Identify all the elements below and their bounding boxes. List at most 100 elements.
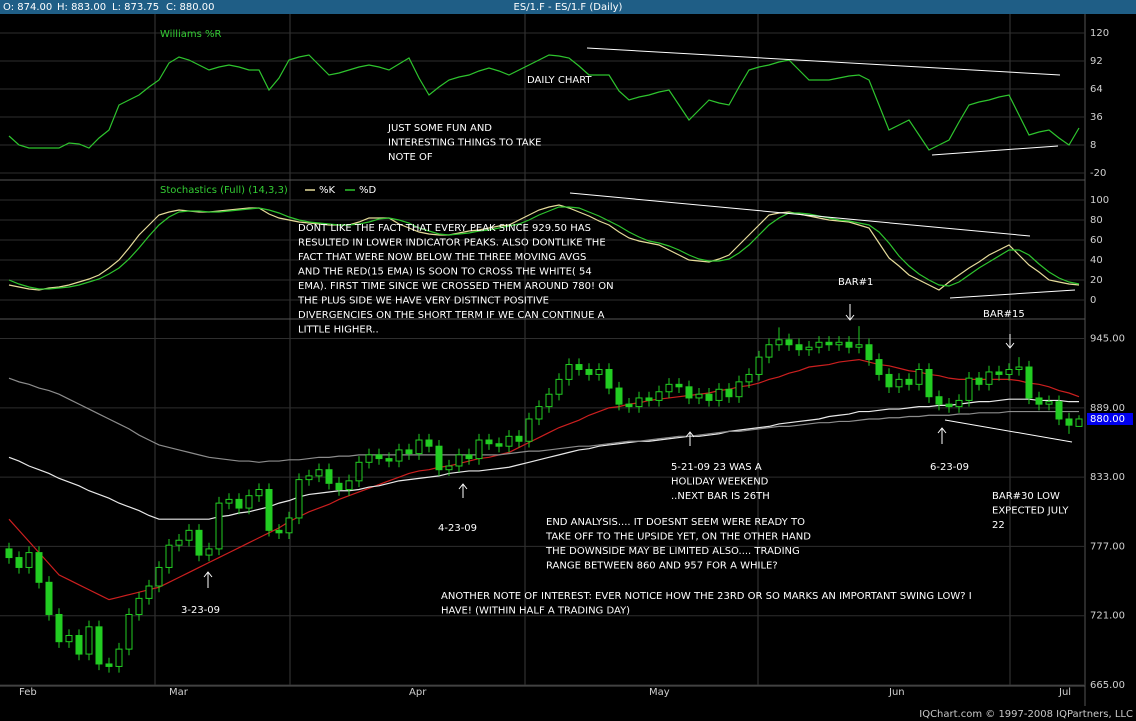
y-tick-label: 40: [1090, 255, 1103, 266]
candle-body: [925, 368, 933, 398]
annotation: RESULTED IN LOWER INDICATOR PEAKS. ALSO …: [298, 238, 606, 249]
candle-body: [1045, 401, 1053, 405]
series-line: [8, 54, 1080, 151]
candle-body: [5, 548, 13, 559]
candle-body: [475, 439, 483, 460]
candle-body: [555, 378, 563, 395]
candle-body: [335, 482, 343, 491]
annotation: JUST SOME FUN AND: [387, 123, 492, 134]
arrows: [203, 304, 1015, 588]
annotation: NOTE OF: [388, 152, 433, 163]
x-tick-label: May: [649, 687, 670, 698]
annotation: DONT LIKE THE FACT THAT EVERY PEAK SINCE…: [298, 223, 591, 234]
annotation: ANOTHER NOTE OF INTEREST: EVER NOTICE HO…: [441, 591, 972, 602]
candle-body: [215, 502, 223, 550]
candle-body: [285, 517, 293, 534]
candle-body: [505, 435, 513, 447]
y-tick-label: 777.00: [1090, 541, 1125, 552]
candle-body: [995, 371, 1003, 375]
last-value-label: 880.00: [1090, 414, 1125, 425]
x-tick-label: Apr: [409, 687, 427, 698]
candle-body: [225, 498, 233, 504]
series-line: [8, 377, 1079, 463]
candle-body: [765, 344, 773, 358]
candle-body: [345, 480, 353, 491]
candle-body: [1015, 366, 1023, 370]
candle-body: [165, 544, 173, 568]
y-tick-label: 20: [1090, 275, 1103, 286]
candle-body: [175, 539, 183, 546]
series-line: [8, 206, 1080, 290]
annotation: 3-23-09: [181, 605, 220, 616]
y-tick-label: 120: [1090, 28, 1109, 39]
series-line: [8, 358, 1080, 601]
candle-body: [1005, 368, 1013, 375]
candle-body: [125, 613, 133, 650]
candle-body: [45, 581, 53, 615]
x-tick-label: Mar: [169, 687, 189, 698]
candle-body: [655, 391, 663, 401]
annotation: THE PLUS SIDE WE HAVE VERY DISTINCT POSI…: [297, 296, 549, 307]
candle-body: [265, 489, 273, 531]
annotation: INTERESTING THINGS TO TAKE: [388, 138, 541, 149]
y-tick-label: 60: [1090, 235, 1103, 246]
candle-body: [795, 344, 803, 351]
annotation: 6-23-09: [930, 462, 969, 473]
candle-body: [135, 597, 143, 615]
annotation: EXPECTED JULY: [992, 506, 1069, 517]
candle-body: [675, 383, 683, 388]
annotation: END ANALYSIS.... IT DOESNT SEEM WERE REA…: [546, 517, 805, 528]
candle-body: [515, 435, 523, 442]
vertical-grid: [154, 14, 1011, 686]
annotation: BAR#15: [983, 309, 1025, 320]
annotation: HAVE! (WITHIN HALF A TRADING DAY): [441, 606, 630, 617]
annotation: AND THE RED(15 EMA) IS SOON TO CROSS THE…: [298, 267, 592, 278]
y-tick-label: 833.00: [1090, 472, 1125, 483]
candle-body: [255, 489, 263, 497]
candle-body: [745, 373, 753, 383]
header-open: O: 874.00: [3, 2, 52, 13]
candle-body: [1055, 401, 1063, 420]
candle-body: [715, 388, 723, 401]
candle-body: [455, 454, 463, 467]
annotation: EMA). FIRST TIME SINCE WE CROSSED THEM A…: [298, 281, 614, 292]
annotation: DAILY CHART: [527, 75, 592, 86]
candle-body: [95, 626, 103, 665]
y-tick-label: 36: [1090, 112, 1103, 123]
panel-borders: [0, 14, 1086, 706]
candle-body: [35, 552, 43, 583]
annotation: BAR#30 LOW: [992, 491, 1060, 502]
candle-body: [15, 557, 23, 568]
x-tick-label: Jun: [888, 687, 905, 698]
candle-body: [595, 368, 603, 375]
x-tick-label: Feb: [19, 687, 37, 698]
chart-title: ES/1.F - ES/1.F (Daily): [514, 2, 623, 13]
candle-body: [195, 529, 203, 556]
candle-body: [845, 341, 853, 348]
candle-body: [245, 495, 253, 509]
candle-body: [1065, 418, 1073, 426]
candle-body: [415, 439, 423, 455]
y-tick-label: 889.00: [1090, 403, 1125, 414]
candle-body: [615, 387, 623, 405]
annotation: FACT THAT WERE NOW BELOW THE THREE MOVIN…: [298, 252, 586, 263]
candle-body: [635, 397, 643, 408]
candle-body: [975, 377, 983, 385]
candle-body: [65, 635, 73, 643]
x-tick-label: Jul: [1058, 687, 1071, 698]
candle-body: [885, 373, 893, 388]
y-tick-label: 721.00: [1090, 611, 1125, 622]
candle-body: [935, 396, 943, 405]
candle-body: [785, 339, 793, 346]
candle-body: [205, 548, 213, 556]
candle-body: [105, 663, 113, 667]
header-bar: [0, 0, 1136, 14]
candle-body: [305, 475, 313, 481]
candle-body: [865, 344, 873, 361]
annotation: TAKE OFF TO THE UPSIDE YET, ON THE OTHER…: [545, 532, 811, 543]
candle-body: [295, 479, 303, 519]
header-close: C: 880.00: [166, 2, 215, 13]
header-high: H: 883.00: [57, 2, 106, 13]
